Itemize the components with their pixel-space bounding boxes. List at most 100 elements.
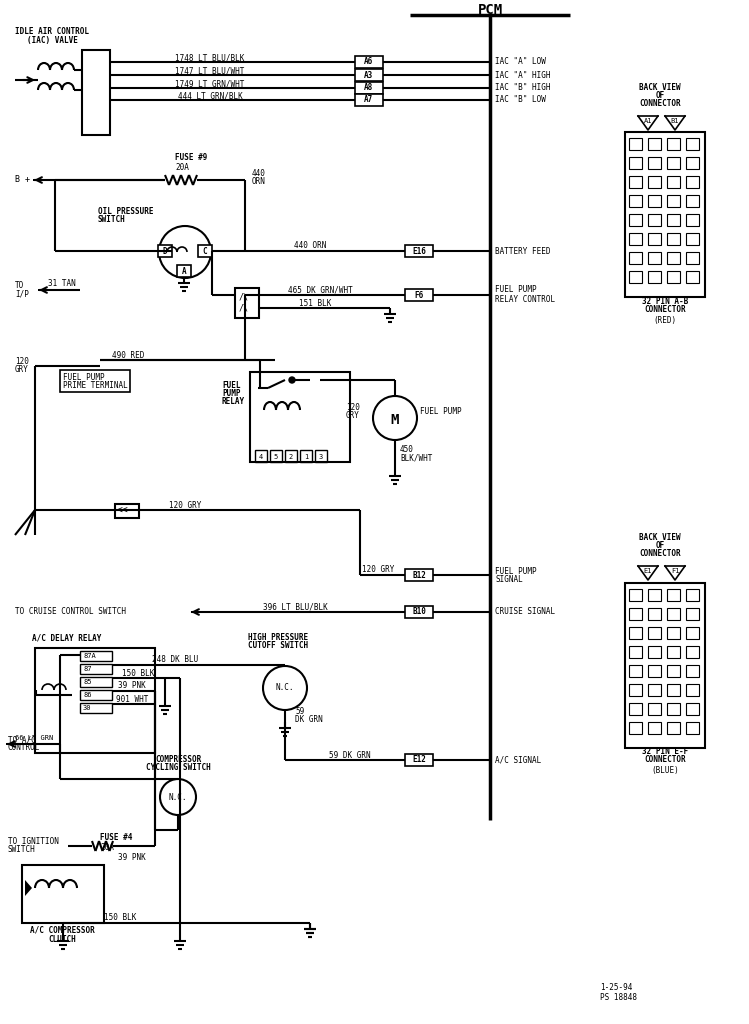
Text: FUEL PUMP: FUEL PUMP bbox=[63, 373, 105, 382]
Text: /\: /\ bbox=[239, 293, 249, 301]
Text: IAC "A" HIGH: IAC "A" HIGH bbox=[495, 71, 551, 80]
Text: IAC "A" LOW: IAC "A" LOW bbox=[495, 57, 546, 67]
Bar bbox=[686, 271, 699, 283]
Text: (BLUE): (BLUE) bbox=[651, 766, 679, 774]
Polygon shape bbox=[25, 880, 32, 896]
Bar bbox=[80, 651, 112, 662]
Bar bbox=[405, 606, 433, 618]
Text: <<: << bbox=[117, 506, 129, 516]
Text: 59 DK GRN: 59 DK GRN bbox=[330, 751, 371, 760]
Bar bbox=[629, 233, 642, 245]
Text: CUTOFF SWITCH: CUTOFF SWITCH bbox=[248, 641, 308, 650]
Bar bbox=[80, 703, 112, 713]
Text: PRIME TERMINAL: PRIME TERMINAL bbox=[63, 381, 128, 389]
Bar bbox=[648, 176, 661, 188]
Text: 444 LT GRN/BLK: 444 LT GRN/BLK bbox=[178, 91, 243, 100]
Bar bbox=[686, 589, 699, 601]
Text: PCM: PCM bbox=[477, 3, 503, 17]
Text: TO IGNITION: TO IGNITION bbox=[8, 838, 59, 847]
Text: 59: 59 bbox=[295, 708, 304, 717]
Text: CONNECTOR: CONNECTOR bbox=[644, 305, 686, 314]
Text: CONNECTOR: CONNECTOR bbox=[639, 99, 681, 109]
Bar bbox=[648, 138, 661, 150]
Bar bbox=[255, 450, 267, 462]
Bar bbox=[686, 646, 699, 658]
Text: ORN: ORN bbox=[252, 176, 266, 185]
Bar bbox=[355, 82, 383, 94]
Text: COMPRESSOR: COMPRESSOR bbox=[155, 756, 201, 765]
Text: 4: 4 bbox=[259, 454, 263, 460]
Bar bbox=[648, 233, 661, 245]
Bar bbox=[629, 195, 642, 207]
Text: A1: A1 bbox=[643, 118, 652, 124]
Text: 120: 120 bbox=[15, 357, 29, 367]
Text: CYCLING SWITCH: CYCLING SWITCH bbox=[145, 764, 210, 772]
Bar bbox=[686, 138, 699, 150]
Bar bbox=[405, 289, 433, 301]
Text: FUEL: FUEL bbox=[222, 381, 240, 389]
Text: N.C.: N.C. bbox=[169, 793, 187, 802]
Text: 440 ORN: 440 ORN bbox=[294, 242, 326, 251]
Text: TO CRUISE CONTROL SWITCH: TO CRUISE CONTROL SWITCH bbox=[15, 607, 126, 616]
Text: A/C DELAY RELAY: A/C DELAY RELAY bbox=[32, 634, 101, 642]
Bar bbox=[667, 252, 680, 264]
Text: 120 GRY: 120 GRY bbox=[169, 501, 201, 510]
Text: 150 BLK: 150 BLK bbox=[104, 912, 136, 922]
Text: FUSE #9: FUSE #9 bbox=[175, 154, 207, 163]
Text: 490 RED: 490 RED bbox=[112, 350, 145, 359]
Text: 5: 5 bbox=[274, 454, 278, 460]
Bar bbox=[667, 646, 680, 658]
Bar bbox=[667, 233, 680, 245]
Text: 85: 85 bbox=[83, 679, 91, 685]
Text: (IAC) VALVE: (IAC) VALVE bbox=[27, 36, 78, 44]
Text: 120: 120 bbox=[346, 403, 360, 413]
Text: BACK VIEW: BACK VIEW bbox=[639, 84, 681, 92]
Bar bbox=[355, 69, 383, 81]
Bar bbox=[686, 214, 699, 226]
Bar bbox=[158, 245, 172, 257]
Bar bbox=[629, 214, 642, 226]
Bar bbox=[686, 252, 699, 264]
Text: 32 PIN A-B: 32 PIN A-B bbox=[642, 298, 688, 306]
Text: IAC "B" LOW: IAC "B" LOW bbox=[495, 95, 546, 104]
Bar bbox=[686, 233, 699, 245]
Bar bbox=[648, 195, 661, 207]
Text: FUEL PUMP: FUEL PUMP bbox=[420, 408, 461, 417]
Text: B +: B + bbox=[15, 175, 30, 184]
Bar bbox=[686, 703, 699, 715]
Text: 396 LT BLU/BLK: 396 LT BLU/BLK bbox=[263, 602, 327, 611]
Bar bbox=[198, 245, 212, 257]
Text: SWITCH: SWITCH bbox=[8, 846, 36, 854]
Text: GRY: GRY bbox=[15, 366, 29, 375]
Text: 20A: 20A bbox=[100, 843, 114, 852]
Text: B1: B1 bbox=[671, 118, 679, 124]
Bar bbox=[667, 722, 680, 734]
Bar bbox=[60, 370, 130, 392]
Bar bbox=[667, 271, 680, 283]
Bar bbox=[22, 865, 104, 923]
Text: 39 PNK: 39 PNK bbox=[118, 853, 146, 862]
Bar bbox=[625, 583, 705, 748]
Bar bbox=[648, 665, 661, 677]
Text: M: M bbox=[391, 413, 399, 427]
Text: GRY: GRY bbox=[346, 412, 360, 421]
Bar bbox=[629, 684, 642, 696]
Bar bbox=[667, 157, 680, 169]
Bar bbox=[629, 138, 642, 150]
Text: B12: B12 bbox=[412, 570, 426, 580]
Bar bbox=[648, 722, 661, 734]
Bar bbox=[82, 50, 110, 135]
Text: TO A/C: TO A/C bbox=[8, 735, 36, 744]
Text: 901 WHT: 901 WHT bbox=[116, 694, 148, 703]
Text: 31 TAN: 31 TAN bbox=[48, 280, 76, 289]
Bar bbox=[405, 245, 433, 257]
Text: CONTROL: CONTROL bbox=[8, 743, 40, 753]
Text: A7: A7 bbox=[364, 95, 374, 104]
Text: 465 DK GRN/WHT: 465 DK GRN/WHT bbox=[288, 286, 352, 295]
Text: PUMP: PUMP bbox=[222, 388, 240, 397]
Bar bbox=[315, 450, 327, 462]
Bar bbox=[629, 722, 642, 734]
Text: TO: TO bbox=[15, 282, 24, 291]
Bar bbox=[667, 608, 680, 620]
Text: 86: 86 bbox=[83, 692, 91, 698]
